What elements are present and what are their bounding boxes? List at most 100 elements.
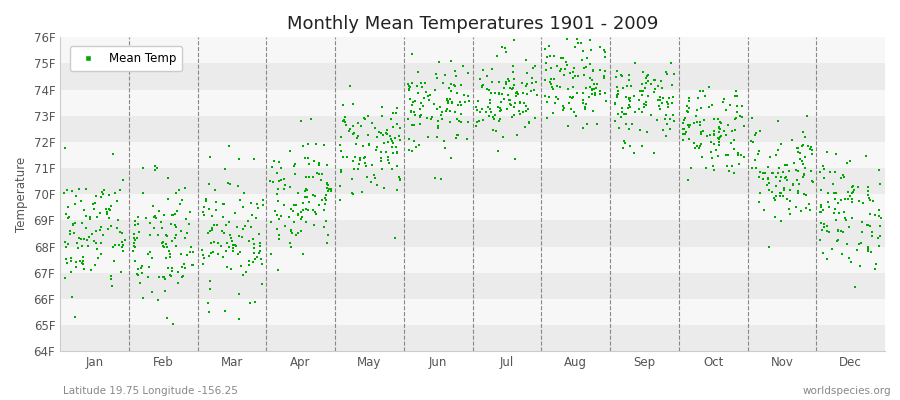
Point [718, 152, 733, 158]
Point [831, 228, 845, 234]
Point [235, 271, 249, 278]
Point [427, 101, 441, 108]
Point [342, 126, 356, 132]
Point [492, 118, 507, 124]
Point [556, 104, 571, 111]
Point [546, 110, 561, 116]
Point [346, 131, 360, 137]
Point [319, 195, 333, 202]
Point [163, 254, 177, 260]
Point [518, 107, 533, 114]
Point [507, 104, 521, 110]
Point [692, 122, 706, 129]
Point [584, 47, 598, 53]
Point [345, 190, 359, 196]
Point [284, 228, 299, 234]
Point [597, 47, 611, 53]
Point [820, 149, 834, 155]
Point [357, 115, 372, 121]
Point [238, 269, 253, 275]
Point [172, 187, 186, 194]
Point [320, 182, 335, 188]
Point [587, 86, 601, 93]
Point [634, 127, 648, 133]
Point [491, 148, 505, 154]
Point [650, 117, 664, 124]
Point [374, 158, 388, 164]
Point [804, 168, 818, 174]
Point [100, 209, 114, 216]
Point [376, 140, 391, 146]
Point [390, 187, 404, 193]
Point [578, 106, 592, 112]
Point [248, 299, 262, 306]
Point [511, 91, 526, 97]
Point [448, 108, 463, 115]
Point [402, 83, 417, 90]
Point [94, 240, 108, 246]
Point [625, 121, 639, 128]
Point [214, 243, 229, 250]
Point [760, 182, 774, 189]
Point [498, 44, 512, 51]
Point [622, 76, 636, 83]
Point [390, 150, 404, 156]
Point [334, 147, 348, 154]
Point [220, 180, 235, 186]
Point [294, 214, 309, 220]
Point [385, 143, 400, 150]
Point [175, 196, 189, 203]
Point [140, 274, 155, 280]
Point [288, 232, 302, 238]
Point [752, 128, 767, 135]
Point [652, 82, 666, 89]
Point [688, 145, 702, 151]
Point [58, 144, 72, 151]
Point [575, 57, 590, 64]
Point [494, 98, 508, 105]
Point [791, 167, 806, 174]
Point [732, 150, 746, 156]
Point [778, 184, 792, 191]
Point [563, 70, 578, 77]
Point [567, 108, 581, 115]
Point [254, 256, 268, 262]
Point [289, 202, 303, 208]
Point [298, 188, 312, 194]
Point [577, 104, 591, 110]
Point [351, 120, 365, 126]
Point [638, 85, 652, 91]
Point [721, 152, 735, 158]
Point [510, 89, 525, 96]
Point [182, 221, 196, 227]
Point [76, 254, 90, 260]
Point [714, 120, 728, 126]
Point [88, 262, 103, 268]
Point [592, 87, 607, 94]
Point [130, 220, 145, 227]
Point [442, 85, 456, 91]
Point [222, 143, 237, 149]
Point [224, 235, 238, 241]
Point [798, 154, 813, 160]
Point [547, 76, 562, 83]
Point [712, 138, 726, 145]
Point [127, 240, 141, 246]
Point [412, 106, 427, 112]
Point [577, 72, 591, 78]
Point [618, 110, 633, 117]
Point [136, 190, 150, 197]
Point [566, 94, 580, 100]
Point [774, 218, 788, 224]
Point [284, 240, 298, 246]
Point [203, 228, 218, 234]
Point [469, 104, 483, 110]
Point [145, 255, 159, 262]
Point [779, 174, 794, 180]
Point [293, 209, 308, 215]
Point [211, 240, 225, 247]
Point [805, 151, 819, 158]
Point [58, 274, 73, 281]
Point [802, 200, 816, 207]
Point [176, 260, 191, 267]
